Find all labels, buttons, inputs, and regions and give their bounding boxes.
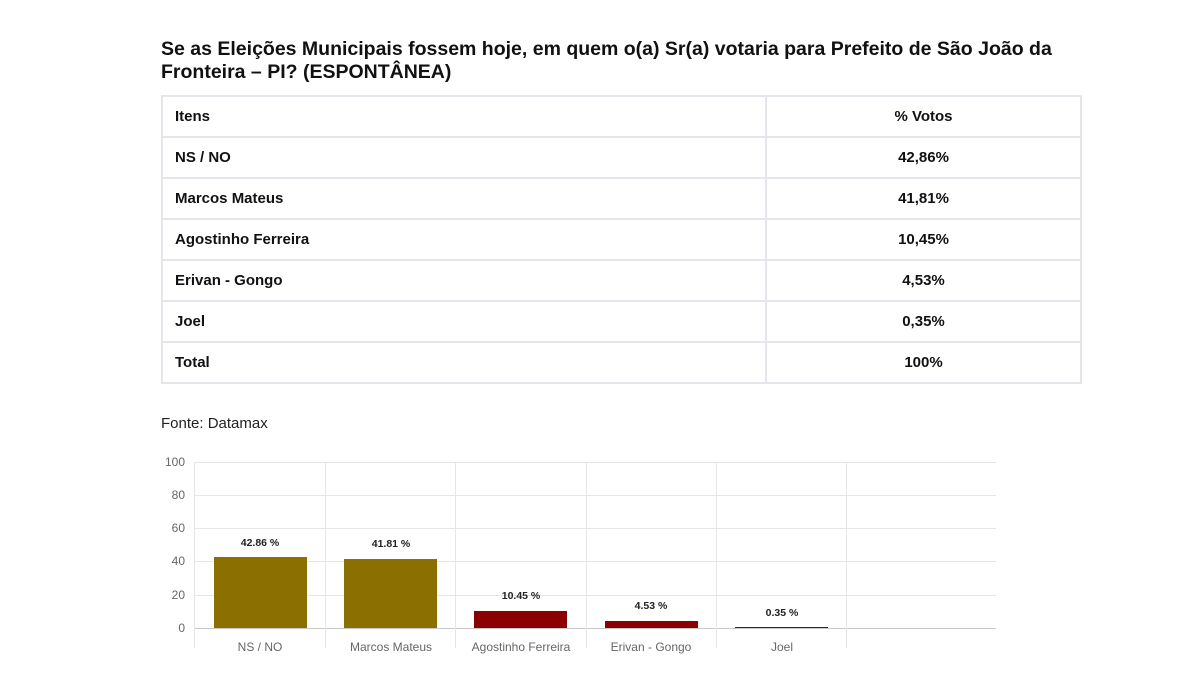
x-tick-label: Marcos Mateus xyxy=(349,640,433,654)
x-tick-label: NS / NO xyxy=(237,640,283,654)
bar-chart: 100 80 60 40 20 0 42.86 % 41.81 % 10.45 … xyxy=(150,450,996,670)
table-row: NS / NO 42,86% xyxy=(161,136,1082,179)
table-header-row: Itens % Votos xyxy=(161,95,1082,138)
header-items: Itens xyxy=(161,95,767,138)
gridline xyxy=(846,462,847,648)
chart-title: Se as Eleições Municipais fossem hoje, e… xyxy=(161,38,1052,83)
data-label: 42.86 % xyxy=(240,537,280,549)
gridline xyxy=(586,462,587,648)
table-total-row: Total 100% xyxy=(161,341,1082,384)
row-item: Joel xyxy=(161,300,767,343)
bar-joel xyxy=(735,627,828,628)
gridline xyxy=(194,462,996,463)
bar-erivan-gongo xyxy=(605,621,698,628)
x-tick-label: Joel xyxy=(770,640,793,654)
data-label: 41.81 % xyxy=(371,538,411,550)
row-value: 10,45% xyxy=(765,218,1082,261)
row-item: Erivan - Gongo xyxy=(161,259,767,302)
gridline xyxy=(716,462,717,648)
y-tick: 0 xyxy=(178,621,185,635)
table-row: Joel 0,35% xyxy=(161,300,1082,343)
data-label: 0.35 % xyxy=(765,607,799,619)
y-tick: 100 xyxy=(164,455,185,469)
bar-agostinho-ferreira xyxy=(474,611,567,628)
y-tick: 40 xyxy=(171,554,185,568)
gridline xyxy=(194,462,195,648)
x-axis-line xyxy=(194,628,996,629)
table-row: Marcos Mateus 41,81% xyxy=(161,177,1082,220)
gridline xyxy=(325,462,326,648)
x-tick-label: Erivan - Gongo xyxy=(610,640,692,654)
gridline xyxy=(194,528,996,529)
row-value: 42,86% xyxy=(765,136,1082,179)
row-item: Total xyxy=(161,341,767,384)
row-value: 0,35% xyxy=(765,300,1082,343)
results-table: Itens % Votos NS / NO 42,86% Marcos Mate… xyxy=(161,95,1082,384)
table-row: Agostinho Ferreira 10,45% xyxy=(161,218,1082,261)
row-item: Agostinho Ferreira xyxy=(161,218,767,261)
gridline xyxy=(194,495,996,496)
row-item: Marcos Mateus xyxy=(161,177,767,220)
row-item: NS / NO xyxy=(161,136,767,179)
gridline xyxy=(194,561,996,562)
row-value: 41,81% xyxy=(765,177,1082,220)
gridline xyxy=(194,595,996,596)
row-value: 100% xyxy=(765,341,1082,384)
table-row: Erivan - Gongo 4,53% xyxy=(161,259,1082,302)
data-label: 10.45 % xyxy=(501,590,541,602)
x-tick-label: Agostinho Ferreira xyxy=(471,640,571,654)
bar-marcos-mateus xyxy=(344,559,437,628)
y-tick: 20 xyxy=(171,588,185,602)
bar-ns-no xyxy=(214,557,307,628)
source-note: Fonte: Datamax xyxy=(161,415,268,432)
data-label: 4.53 % xyxy=(634,600,668,612)
y-tick: 80 xyxy=(171,488,185,502)
gridline xyxy=(455,462,456,648)
header-votes: % Votos xyxy=(765,95,1082,138)
y-tick: 60 xyxy=(171,521,185,535)
row-value: 4,53% xyxy=(765,259,1082,302)
